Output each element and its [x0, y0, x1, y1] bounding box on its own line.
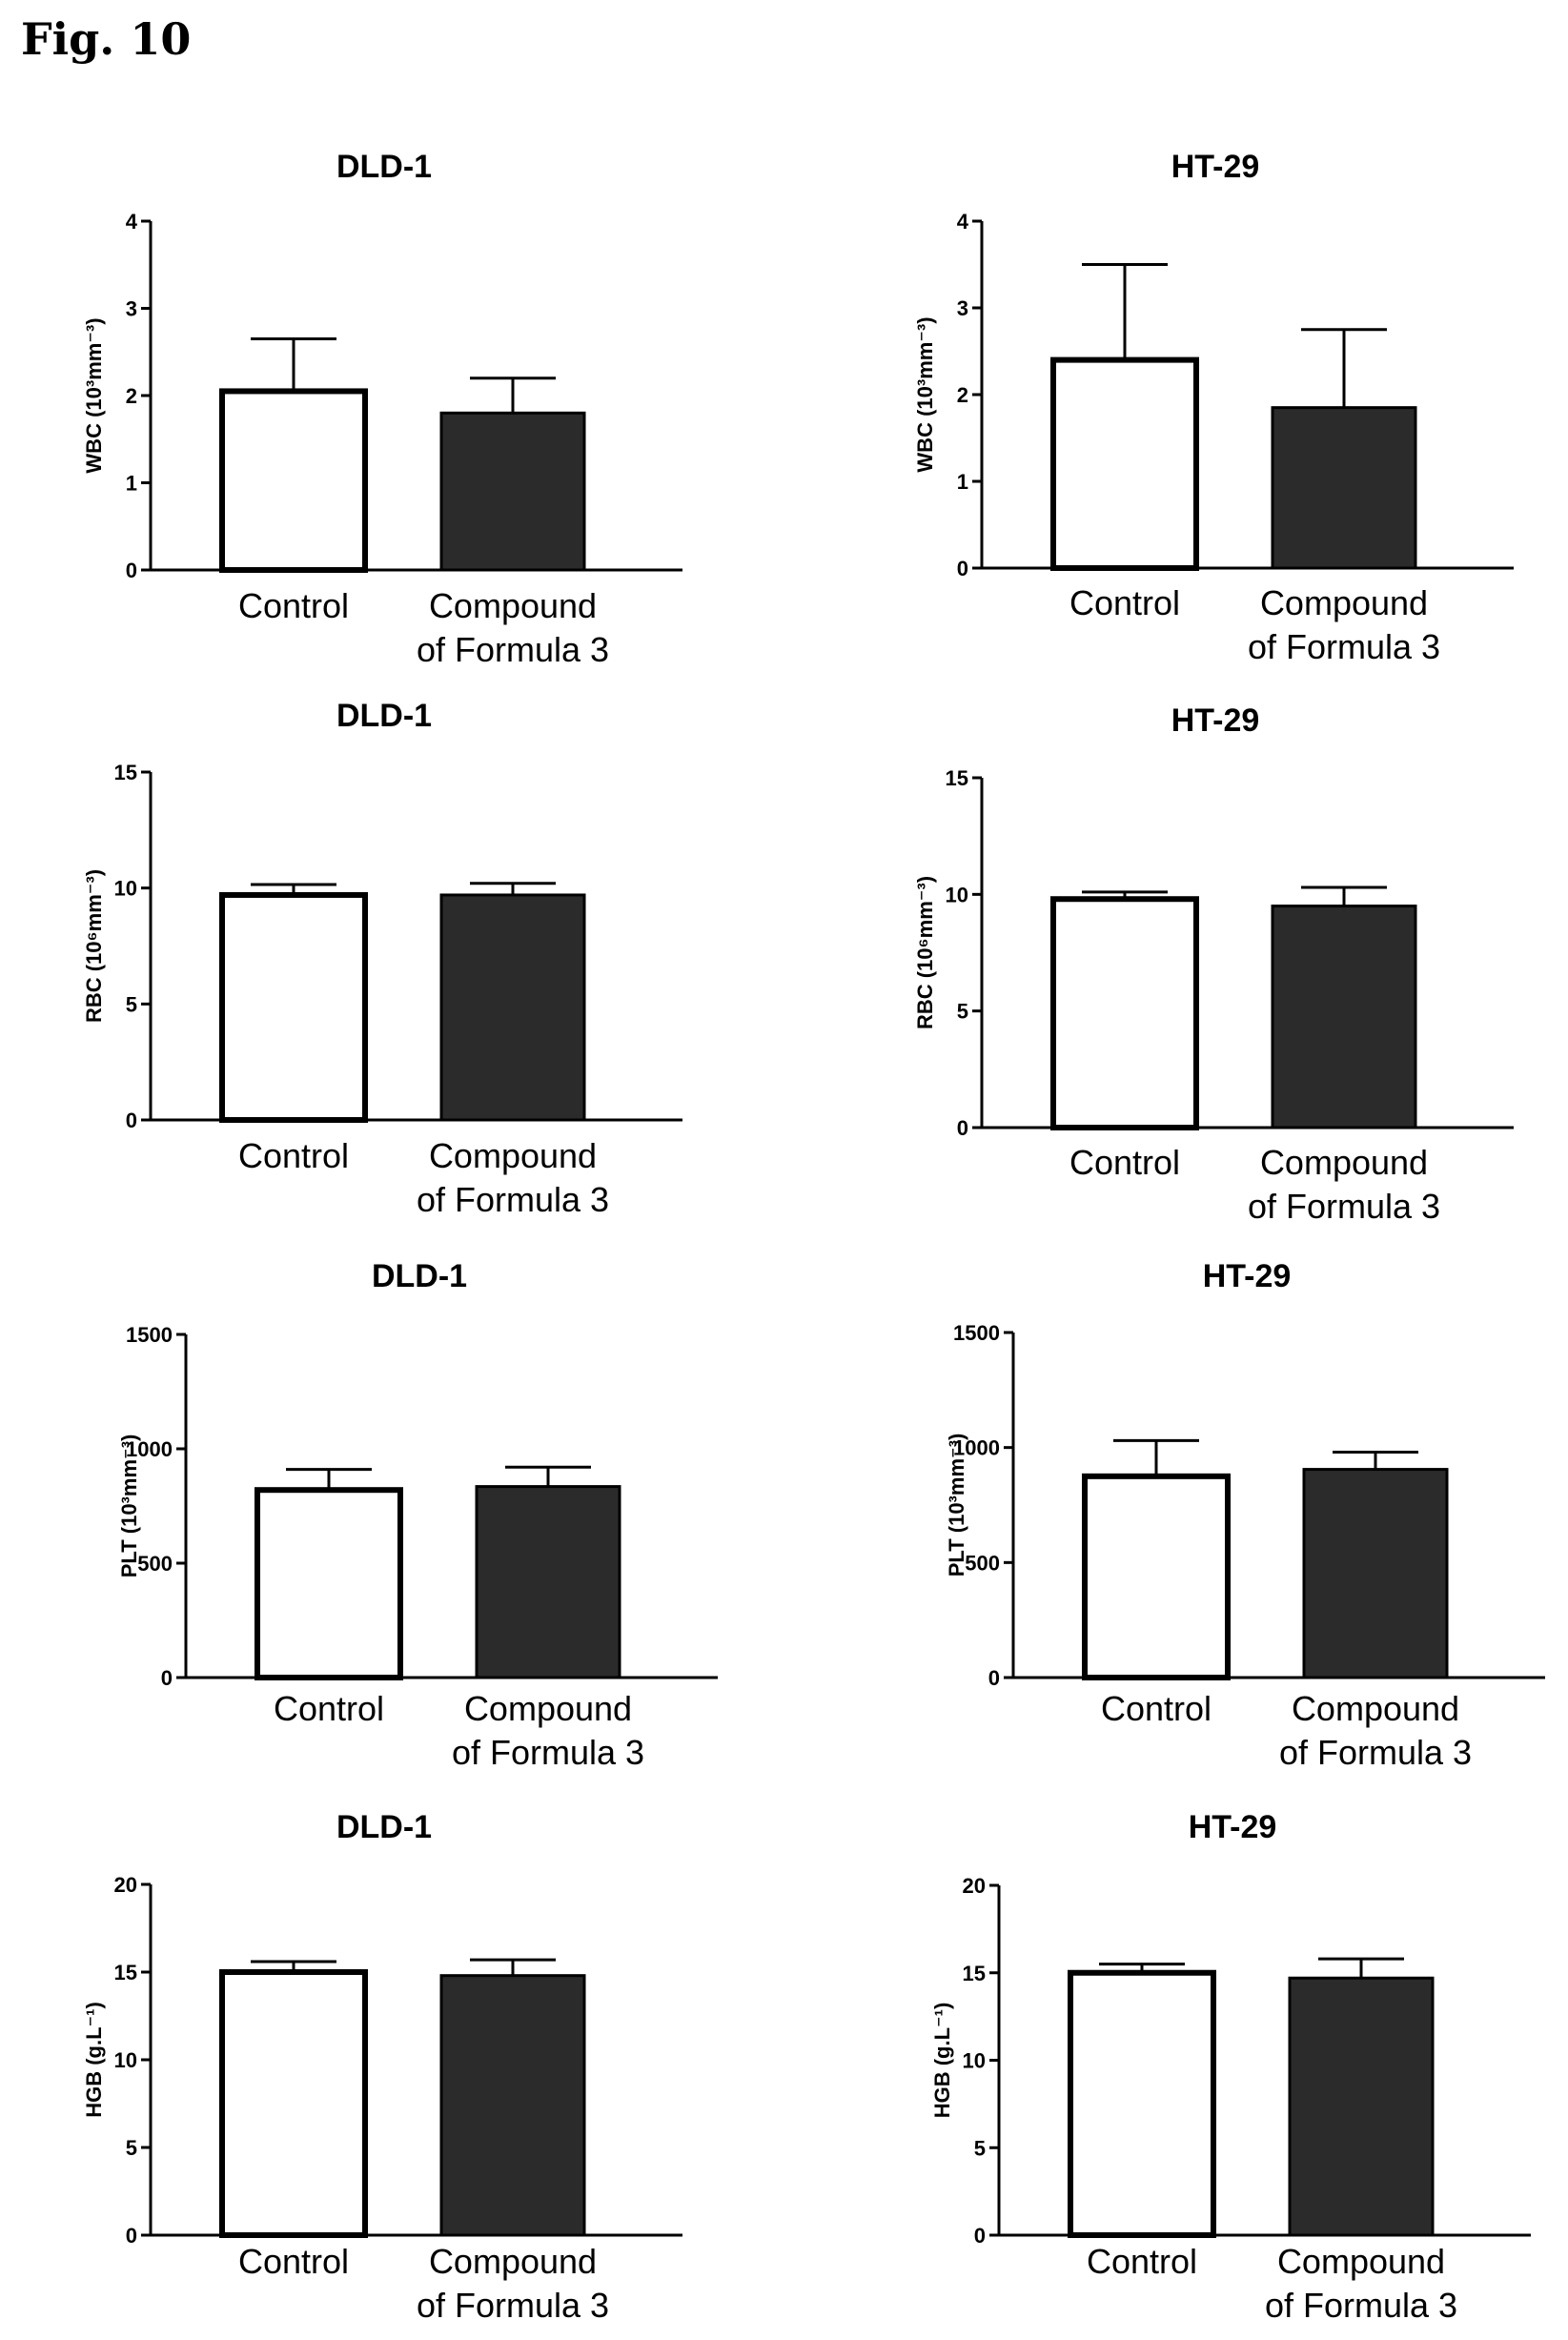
y-tick-label: 10	[946, 883, 968, 906]
y-tick-label: 10	[963, 2049, 986, 2073]
category-label-control: Control	[238, 586, 349, 625]
category-label-control: Control	[238, 2242, 349, 2281]
chart-title: HT-29	[1171, 149, 1260, 185]
chart-panel-7: DLD-1 0 5 10 15 20 HGB (g.L⁻¹) Control Compound o…	[82, 1809, 682, 2325]
category-label-control: Control	[238, 1136, 349, 1175]
y-tick-label: 0	[126, 2224, 137, 2248]
y-tick-label: 500	[137, 1552, 173, 1576]
bar-control	[219, 388, 368, 573]
y-tick-label: 0	[126, 1109, 137, 1132]
y-tick-label: 1500	[126, 1323, 173, 1347]
chart-panel-8: HT-29 0 5 10 15 20 HGB (g.L⁻¹) Control Compound o…	[930, 1809, 1531, 2325]
chart-title: DLD-1	[372, 1258, 467, 1294]
y-tick-label: 0	[974, 2224, 986, 2248]
chart-title: DLD-1	[336, 1809, 432, 1845]
y-tick-label: 15	[963, 1962, 986, 1985]
y-axis-label: PLT (10³mm⁻³)	[117, 1435, 141, 1578]
bar-control	[255, 1487, 403, 1680]
category-label-control: Control	[1087, 2242, 1197, 2281]
bar-control	[1068, 1969, 1216, 2238]
chart-title: HT-29	[1189, 1809, 1277, 1845]
y-tick-label: 10	[114, 877, 137, 901]
chart-panel-5: DLD-1 0 500 1000 1500 PLT (10³mm⁻³) Control Com…	[117, 1258, 718, 1772]
y-tick-label: 500	[965, 1551, 1000, 1575]
bar-compound	[1271, 406, 1417, 570]
bar-control	[1082, 1473, 1231, 1681]
y-axis-label: WBC (10³mm⁻³)	[82, 317, 106, 473]
chart-title: HT-29	[1203, 1258, 1292, 1294]
y-tick-label: 5	[126, 2136, 137, 2160]
bar-compound	[475, 1485, 621, 1679]
y-tick-label: 4	[126, 210, 138, 234]
category-label-compound: Compound of Formula 3	[417, 586, 609, 669]
category-label-compound: Compound of Formula 3	[417, 1136, 609, 1219]
category-label-control: Control	[1069, 1143, 1180, 1182]
y-tick-label: 0	[161, 1666, 173, 1690]
y-tick-label: 15	[114, 1961, 137, 1984]
y-tick-label: 5	[974, 2136, 986, 2160]
y-tick-label: 1500	[953, 1321, 1000, 1345]
category-label-compound: Compound of Formula 3	[1248, 1143, 1440, 1226]
bar-compound	[439, 411, 586, 572]
category-label-compound: Compound of Formula 3	[417, 2242, 609, 2325]
y-tick-label: 4	[957, 210, 969, 234]
category-label-control: Control	[274, 1689, 384, 1728]
category-label-compound: Compound of Formula 3	[1265, 2242, 1457, 2325]
bar-control	[219, 891, 368, 1124]
y-tick-label: 5	[126, 992, 137, 1016]
bar-compound	[1302, 1468, 1449, 1679]
y-tick-label: 3	[126, 297, 137, 321]
y-axis-label: RBC (10⁶mm⁻³)	[913, 876, 937, 1029]
category-label-compound: Compound of Formula 3	[1279, 1689, 1472, 1772]
figure-label: Fig. 10	[21, 13, 192, 65]
category-label-control: Control	[1101, 1689, 1212, 1728]
chart-panel-6: HT-29 0 500 1000 1500 PLT (10³mm⁻³) Control Com…	[945, 1258, 1545, 1772]
y-tick-label: 0	[957, 557, 968, 580]
category-label-control: Control	[1069, 583, 1180, 622]
bar-compound	[439, 1974, 586, 2237]
bar-control	[219, 1969, 368, 2238]
y-tick-label: 1	[957, 470, 968, 494]
y-tick-label: 20	[963, 1874, 986, 1898]
y-tick-label: 20	[114, 1873, 137, 1897]
bar-control	[1050, 356, 1199, 571]
y-axis-label: WBC (10³mm⁻³)	[913, 316, 937, 472]
y-tick-label: 3	[957, 296, 968, 320]
y-tick-label: 1	[126, 472, 137, 496]
y-tick-label: 1000	[953, 1436, 1000, 1460]
y-tick-label: 15	[946, 766, 968, 790]
chart-panel-4: HT-29 0 5 10 15 RBC (10⁶mm⁻³) Control Compound o…	[913, 702, 1514, 1226]
y-axis-label: RBC (10⁶mm⁻³)	[82, 869, 106, 1023]
chart-panel-2: HT-29 0 1 2 3 4 WBC (10³mm⁻³) Control Compound of…	[913, 149, 1514, 666]
chart-panel-1: DLD-1 0 1 2 3 4 WBC (10³mm⁻³) Control Compound of…	[82, 149, 682, 669]
y-tick-label: 0	[126, 559, 137, 582]
y-tick-label: 0	[988, 1666, 1000, 1690]
y-tick-label: 1000	[126, 1437, 173, 1461]
y-tick-label: 15	[114, 761, 137, 784]
bar-compound	[439, 893, 586, 1122]
y-tick-label: 5	[957, 1000, 968, 1024]
y-tick-label: 10	[114, 2048, 137, 2072]
category-label-compound: Compound of Formula 3	[452, 1689, 644, 1772]
y-axis-label: HGB (g.L⁻¹)	[82, 2002, 106, 2118]
y-tick-label: 2	[126, 384, 137, 408]
y-tick-label: 0	[957, 1116, 968, 1140]
y-axis-label: PLT (10³mm⁻³)	[945, 1434, 968, 1577]
category-label-compound: Compound of Formula 3	[1248, 583, 1440, 666]
chart-title: HT-29	[1171, 702, 1260, 739]
bar-compound	[1271, 905, 1417, 1129]
bar-control	[1050, 896, 1199, 1131]
chart-title: DLD-1	[336, 149, 432, 185]
y-tick-label: 2	[957, 383, 968, 407]
y-axis-label: HGB (g.L⁻¹)	[930, 2003, 954, 2119]
chart-title: DLD-1	[336, 698, 432, 734]
bar-compound	[1288, 1976, 1435, 2237]
chart-panel-3: DLD-1 0 5 10 15 RBC (10⁶mm⁻³) Control Compound o…	[82, 698, 682, 1219]
